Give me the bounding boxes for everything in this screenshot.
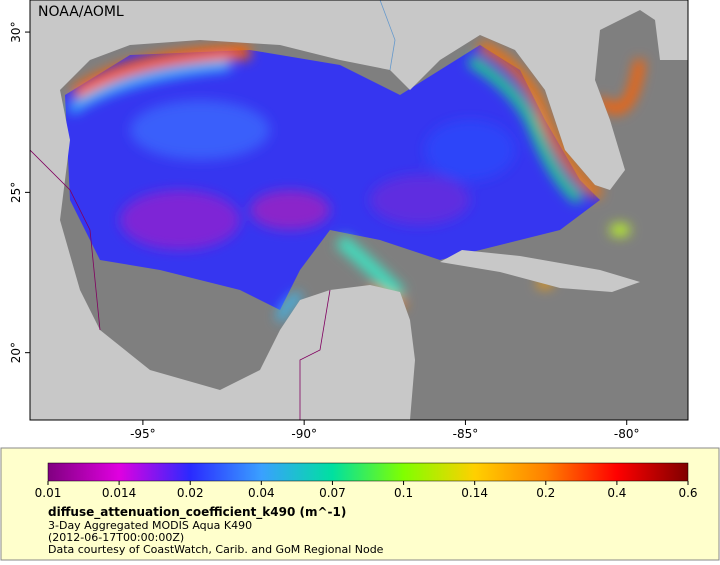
legend-line: (2012-06-17T00:00:00Z)	[48, 531, 184, 544]
map	[30, 0, 688, 420]
y-tick-label: 20°	[9, 342, 23, 363]
legend-line: Data courtesy of CoastWatch, Carib. and …	[48, 543, 384, 556]
data-pattern	[67, 40, 645, 322]
map-frame	[29, 0, 689, 421]
colorbar	[47, 462, 689, 482]
x-tick-label: -95°	[130, 427, 156, 441]
border	[299, 289, 331, 420]
y-tick-label: 25°	[9, 182, 23, 203]
colorbar-tick-label: 0.2	[536, 486, 555, 500]
land-mexico	[30, 90, 415, 420]
x-tick-label: -90°	[291, 427, 317, 441]
colorbar-tick-label: 0.01	[35, 486, 62, 500]
x-tick-label: -85°	[453, 427, 479, 441]
land-cuba	[440, 250, 640, 292]
colorbar-tick-label: 0.4	[607, 486, 626, 500]
legend-line: 3-Day Aggregated MODIS Aqua K490	[48, 519, 252, 532]
colorbar-tick-label: 0.02	[177, 486, 204, 500]
colorbar-tick-label: 0.6	[678, 486, 697, 500]
y-tick-label: 30°	[9, 21, 23, 42]
river	[379, 0, 396, 71]
legend-title: diffuse_attenuation_coefficient_k490 (m^…	[48, 505, 346, 520]
map-label: NOAA/AOML	[38, 4, 124, 20]
border	[30, 149, 101, 331]
land-north	[30, 0, 688, 190]
colorbar-tick-label: 0.1	[394, 486, 413, 500]
colorbar-tick-label: 0.07	[319, 486, 346, 500]
colorbar-tick-label: 0.014	[102, 486, 136, 500]
x-tick-label: -80°	[614, 427, 640, 441]
colorbar-tick-label: 0.04	[248, 486, 275, 500]
colorbar-tick-label: 0.14	[461, 486, 488, 500]
